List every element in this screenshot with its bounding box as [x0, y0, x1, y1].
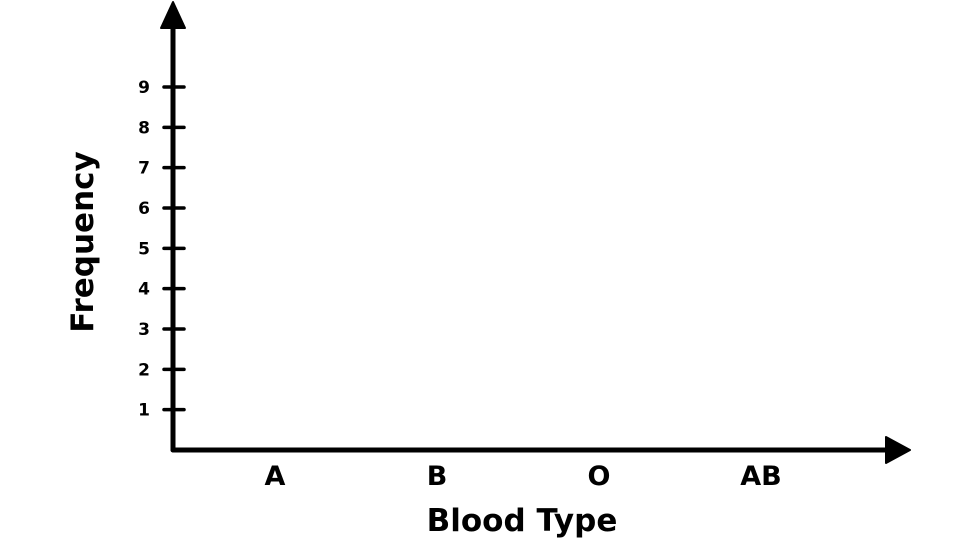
y-tick-label-2: 2: [138, 360, 150, 380]
y-tick-label-6: 6: [138, 199, 150, 219]
x-ticks: A B O AB: [265, 461, 782, 492]
x-tick-label-ab: AB: [740, 461, 781, 492]
y-tick-label-9: 9: [138, 78, 150, 98]
y-ticks: 1 2 3 4 5 6 7 8 9: [138, 78, 186, 421]
x-tick-label-a: A: [265, 461, 286, 492]
y-tick-label-5: 5: [138, 239, 150, 259]
y-axis-arrow: [160, 1, 186, 29]
y-tick-label-8: 8: [138, 118, 150, 138]
y-axis-title: Frequency: [65, 151, 101, 332]
x-tick-label-b: B: [427, 461, 448, 492]
y-tick-label-7: 7: [138, 159, 150, 179]
x-tick-label-o: O: [588, 461, 611, 492]
x-axis-arrow: [885, 436, 911, 464]
y-tick-label-3: 3: [138, 320, 150, 340]
x-axis-title: Blood Type: [427, 503, 618, 539]
y-tick-label-4: 4: [138, 280, 150, 300]
y-tick-label-1: 1: [138, 401, 150, 421]
